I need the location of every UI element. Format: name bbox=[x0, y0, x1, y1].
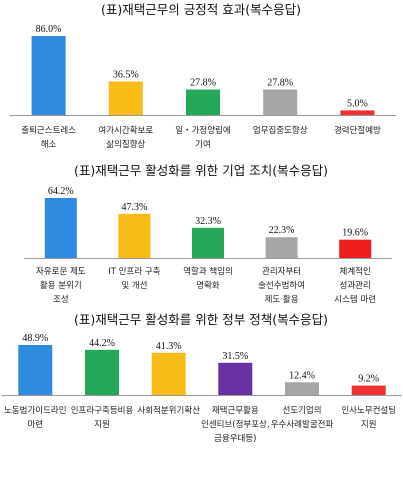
data-label: 86.0% bbox=[36, 24, 62, 35]
category-label: 선도기업의 우수사례발굴전파 bbox=[271, 405, 334, 430]
data-label: 47.3% bbox=[121, 202, 147, 213]
category-label: 인프라구축등비용 지원 bbox=[71, 405, 134, 430]
category-label: 노동법가이드라인 마련 bbox=[4, 405, 67, 430]
category-label: 출퇴근스트레스 해소 bbox=[21, 125, 76, 150]
bar bbox=[151, 352, 186, 395]
bar bbox=[339, 239, 372, 258]
data-label: 27.8% bbox=[267, 78, 293, 89]
bar bbox=[186, 89, 220, 115]
category-label: 자유로운 제도 활용 분위기 조성 bbox=[36, 267, 86, 305]
category-label: 업무집중도향상 bbox=[253, 125, 308, 136]
bar bbox=[340, 110, 375, 115]
bar bbox=[44, 198, 77, 258]
chart-title: (표)재택근무 활성화를 위한 기업 조치(복수응답) bbox=[74, 163, 328, 178]
data-label: 19.6% bbox=[342, 228, 368, 239]
data-label: 32.3% bbox=[195, 216, 221, 227]
data-label: 5.0% bbox=[347, 98, 368, 109]
bar bbox=[108, 81, 143, 115]
bar bbox=[351, 385, 386, 395]
data-label: 36.5% bbox=[113, 70, 139, 81]
data-label: 64.2% bbox=[48, 186, 74, 197]
data-label: 41.3% bbox=[156, 341, 182, 352]
category-label: 재택근무활용 인센티브(정부포상, 금융우대등) bbox=[201, 405, 270, 444]
bar bbox=[263, 89, 298, 115]
chart-panel-government-policies: (표)재택근무 활성화를 위한 정부 정책(복수응답) 48.9% 노동법가이드라… bbox=[2, 312, 402, 444]
bar bbox=[85, 349, 119, 395]
data-label: 22.3% bbox=[269, 225, 295, 236]
chart-panel-company-measures: (표)재택근무 활성화를 위한 기업 조치(복수응답) 64.2% 자유로운 제도… bbox=[24, 163, 392, 305]
chart-title: (표)재택근무의 긍정적 효과(복수응답) bbox=[101, 2, 301, 17]
chart-title: (표)재택근무 활성화를 위한 정부 정책(복수응답) bbox=[74, 312, 328, 327]
data-label: 12.4% bbox=[289, 370, 315, 381]
category-label: 경력단절예방 bbox=[334, 125, 381, 136]
data-label: 31.5% bbox=[222, 351, 248, 362]
category-label: 체계적인 성과관리 시스템 마련 bbox=[334, 266, 376, 305]
bar bbox=[118, 213, 151, 258]
bar bbox=[192, 227, 224, 258]
bar bbox=[18, 345, 53, 395]
category-label: 일・가정양립에 기여 bbox=[175, 125, 230, 150]
data-label: 9.2% bbox=[358, 374, 379, 385]
category-label: 사회적분위기확산 bbox=[137, 405, 200, 416]
chart-panel-positive-effects: (표)재택근무의 긍정적 효과(복수응답) 86.0% 출퇴근스트레스 해소 36.5… bbox=[10, 2, 396, 150]
data-label: 44.2% bbox=[89, 338, 115, 349]
bar bbox=[31, 36, 66, 115]
category-label: 인사노무컨설팅 지원 bbox=[341, 405, 396, 430]
category-label: 관리자부터 솔선수범하여 제도 활용 bbox=[258, 266, 305, 305]
bar bbox=[218, 362, 253, 395]
bar bbox=[265, 237, 298, 258]
data-label: 48.9% bbox=[22, 333, 48, 344]
category-label: IT 인프라 구축 및 개선 bbox=[108, 266, 160, 291]
data-label: 27.8% bbox=[190, 78, 216, 89]
category-label: 역할과 책임의 명확화 bbox=[183, 266, 233, 291]
category-label: 여가시간확보로 삶의질향상 bbox=[98, 125, 153, 150]
bar bbox=[285, 382, 319, 395]
